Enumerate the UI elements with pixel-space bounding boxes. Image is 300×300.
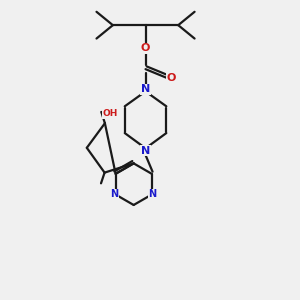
Text: N: N (148, 189, 156, 199)
Text: N: N (141, 146, 150, 156)
Text: O: O (166, 73, 176, 83)
Text: N: N (141, 84, 150, 94)
Text: OH: OH (103, 109, 118, 118)
Text: N: N (110, 189, 118, 199)
Text: O: O (141, 44, 150, 53)
